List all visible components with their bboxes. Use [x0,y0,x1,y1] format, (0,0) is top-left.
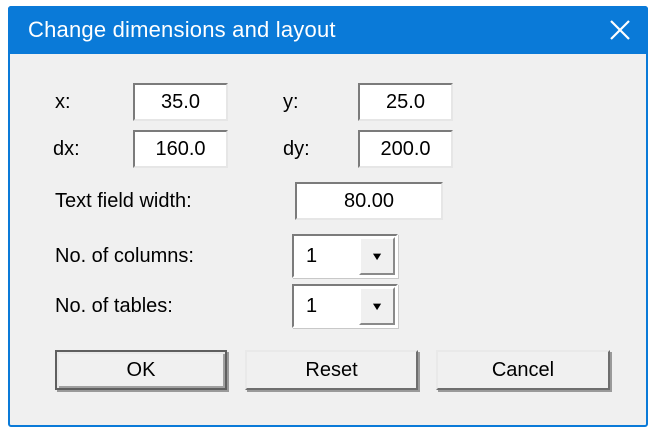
tables-dropdown[interactable]: 1 ▼ [292,284,398,328]
columns-label: No. of columns: [55,244,194,267]
cancel-button[interactable]: Cancel [436,350,610,390]
chevron-down-icon: ▼ [370,299,384,313]
dy-input[interactable] [358,130,453,168]
dialog-title: Change dimensions and layout [28,17,336,42]
dy-label: dy: [283,137,310,160]
dx-label: dx: [53,137,80,160]
close-icon [608,18,632,42]
chevron-down-icon: ▼ [370,249,384,263]
x-input[interactable] [133,83,228,121]
reset-button[interactable]: Reset [245,350,418,390]
dialog-titlebar[interactable]: Change dimensions and layout [8,6,648,54]
x-label: x: [55,90,71,113]
dialog-body: x: y: dx: dy: Text field width: No. of c… [10,54,646,425]
tables-dropdown-button[interactable]: ▼ [359,287,395,325]
ok-button[interactable]: OK [55,350,227,390]
y-label: y: [283,90,299,113]
dx-input[interactable] [133,130,228,168]
text-field-width-label: Text field width: [55,189,192,212]
close-button[interactable] [592,6,648,54]
tables-dropdown-value: 1 [306,294,318,317]
change-dimensions-dialog: Change dimensions and layout x: y: dx: d… [8,6,648,427]
columns-dropdown-button[interactable]: ▼ [359,237,395,275]
columns-dropdown[interactable]: 1 ▼ [292,234,398,278]
y-input[interactable] [358,83,453,121]
text-field-width-input[interactable] [295,182,443,220]
columns-dropdown-value: 1 [306,244,318,267]
tables-label: No. of tables: [55,294,173,317]
